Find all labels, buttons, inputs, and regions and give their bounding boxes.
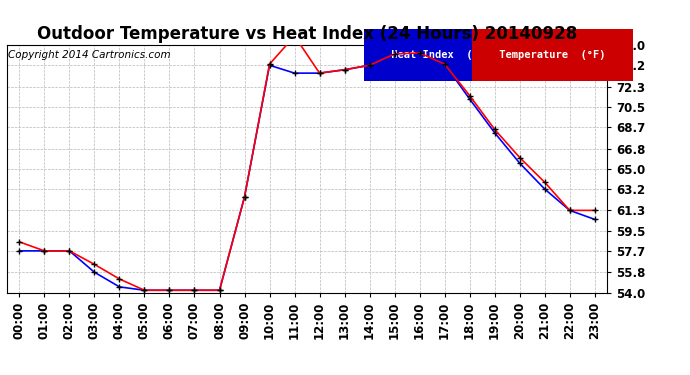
Text: Heat Index  (°F): Heat Index (°F) xyxy=(385,50,497,60)
Text: Copyright 2014 Cartronics.com: Copyright 2014 Cartronics.com xyxy=(8,50,170,60)
Text: Temperature  (°F): Temperature (°F) xyxy=(493,50,612,60)
Title: Outdoor Temperature vs Heat Index (24 Hours) 20140928: Outdoor Temperature vs Heat Index (24 Ho… xyxy=(37,26,577,44)
